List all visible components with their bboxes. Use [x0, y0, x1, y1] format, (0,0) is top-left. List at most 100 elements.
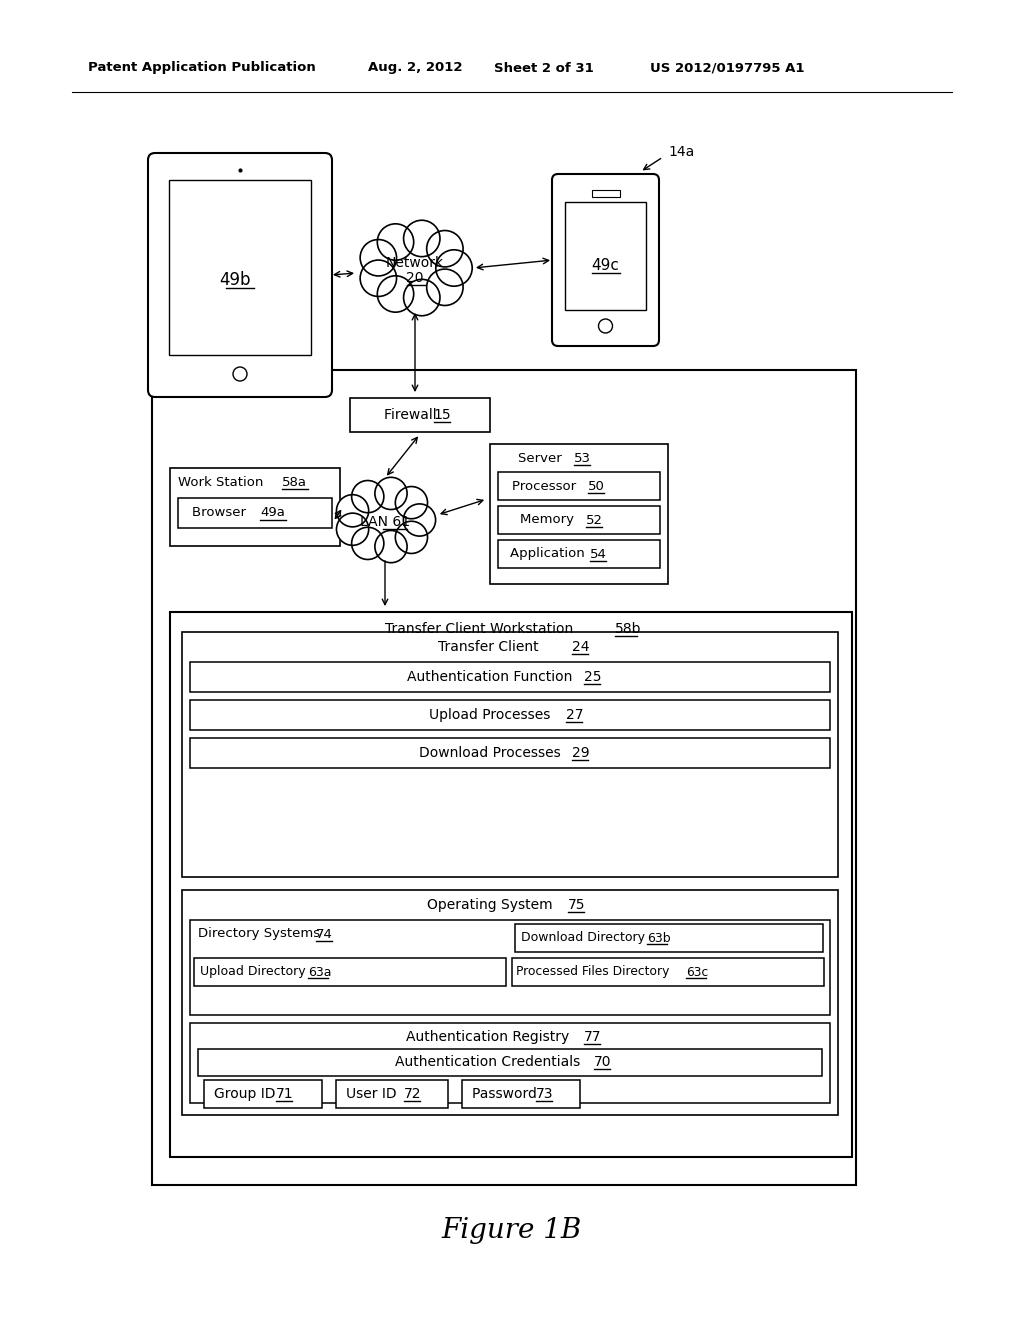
Circle shape: [436, 249, 472, 286]
Bar: [190, 920, 830, 1015]
Text: 49a: 49a: [260, 507, 285, 520]
Text: 14a: 14a: [668, 145, 694, 158]
Circle shape: [337, 495, 369, 527]
Bar: [190, 700, 830, 730]
Bar: [198, 1049, 822, 1076]
Circle shape: [377, 224, 414, 260]
Text: Operating System: Operating System: [427, 898, 557, 912]
Circle shape: [395, 521, 428, 553]
Circle shape: [395, 487, 428, 519]
Text: 70: 70: [594, 1055, 611, 1069]
Circle shape: [375, 478, 408, 510]
Text: 63a: 63a: [308, 965, 332, 978]
Bar: [462, 1080, 580, 1107]
Text: 74: 74: [316, 928, 333, 940]
Bar: [512, 958, 824, 986]
Bar: [490, 444, 668, 583]
Text: Processed Files Directory: Processed Files Directory: [516, 965, 673, 978]
Text: Authentication Function: Authentication Function: [408, 671, 577, 684]
Text: 52: 52: [586, 513, 603, 527]
Ellipse shape: [362, 228, 467, 308]
Text: Transfer Client: Transfer Client: [437, 640, 543, 653]
Bar: [169, 180, 311, 355]
Circle shape: [337, 513, 369, 545]
Circle shape: [377, 276, 414, 313]
Circle shape: [360, 260, 396, 297]
Text: 63c: 63c: [686, 965, 709, 978]
Text: 58b: 58b: [615, 622, 641, 636]
Text: 25: 25: [584, 671, 601, 684]
Text: LAN 61: LAN 61: [360, 515, 410, 529]
Circle shape: [403, 220, 440, 256]
Text: 63b: 63b: [647, 932, 671, 945]
Bar: [204, 1080, 322, 1107]
Text: Group ID: Group ID: [214, 1086, 280, 1101]
Text: Aug. 2, 2012: Aug. 2, 2012: [368, 62, 463, 74]
Text: Upload Processes: Upload Processes: [429, 708, 555, 722]
Bar: [182, 890, 838, 1115]
Text: 71: 71: [276, 1086, 294, 1101]
Bar: [592, 190, 620, 197]
FancyBboxPatch shape: [148, 153, 332, 397]
Text: Directory Systems: Directory Systems: [198, 928, 325, 940]
Text: Password: Password: [472, 1086, 542, 1101]
Bar: [190, 1023, 830, 1104]
Text: 73: 73: [536, 1086, 554, 1101]
Text: Authentication Registry: Authentication Registry: [407, 1030, 573, 1044]
Circle shape: [427, 231, 463, 267]
Text: 58a: 58a: [282, 475, 307, 488]
Text: Figure 1B: Figure 1B: [442, 1217, 582, 1243]
Bar: [565, 202, 646, 310]
Text: 49c: 49c: [592, 257, 620, 272]
Bar: [152, 370, 856, 1185]
Text: Firewall: Firewall: [384, 408, 440, 422]
Bar: [336, 1080, 449, 1107]
Bar: [170, 469, 340, 546]
Text: 20: 20: [407, 271, 424, 285]
Text: Server: Server: [518, 451, 566, 465]
Text: 72: 72: [404, 1086, 422, 1101]
FancyBboxPatch shape: [552, 174, 659, 346]
Text: Network: Network: [386, 256, 444, 271]
Text: 75: 75: [568, 898, 586, 912]
Text: 29: 29: [572, 746, 590, 760]
Text: Authentication Credentials: Authentication Credentials: [395, 1055, 585, 1069]
Text: US 2012/0197795 A1: US 2012/0197795 A1: [650, 62, 805, 74]
Text: Download Processes: Download Processes: [419, 746, 565, 760]
Text: Work Station: Work Station: [178, 475, 267, 488]
Text: Patent Application Publication: Patent Application Publication: [88, 62, 315, 74]
Text: Download Directory: Download Directory: [521, 932, 649, 945]
Text: Browser: Browser: [193, 507, 250, 520]
Bar: [350, 399, 490, 432]
Bar: [498, 473, 660, 500]
Circle shape: [360, 239, 396, 276]
Text: Application: Application: [510, 548, 589, 561]
Text: 50: 50: [588, 479, 605, 492]
Circle shape: [375, 531, 408, 562]
Bar: [190, 738, 830, 768]
Bar: [515, 924, 823, 952]
Text: Memory: Memory: [520, 513, 579, 527]
Text: Transfer Client Workstation: Transfer Client Workstation: [385, 622, 578, 636]
Text: 24: 24: [572, 640, 590, 653]
Circle shape: [427, 269, 463, 305]
Bar: [190, 663, 830, 692]
Bar: [194, 958, 506, 986]
Circle shape: [351, 480, 384, 512]
Text: Sheet 2 of 31: Sheet 2 of 31: [494, 62, 594, 74]
Text: 49b: 49b: [219, 271, 251, 289]
Bar: [498, 540, 660, 568]
Circle shape: [403, 280, 440, 315]
Ellipse shape: [339, 484, 431, 556]
Text: 15: 15: [433, 408, 451, 422]
Text: Upload Directory: Upload Directory: [200, 965, 309, 978]
Text: 27: 27: [566, 708, 584, 722]
Bar: [498, 506, 660, 535]
Text: 54: 54: [590, 548, 607, 561]
Bar: [178, 498, 332, 528]
Text: 53: 53: [574, 451, 591, 465]
Bar: [170, 612, 852, 1158]
Bar: [182, 632, 838, 876]
Text: 77: 77: [584, 1030, 601, 1044]
Text: User ID: User ID: [346, 1086, 401, 1101]
